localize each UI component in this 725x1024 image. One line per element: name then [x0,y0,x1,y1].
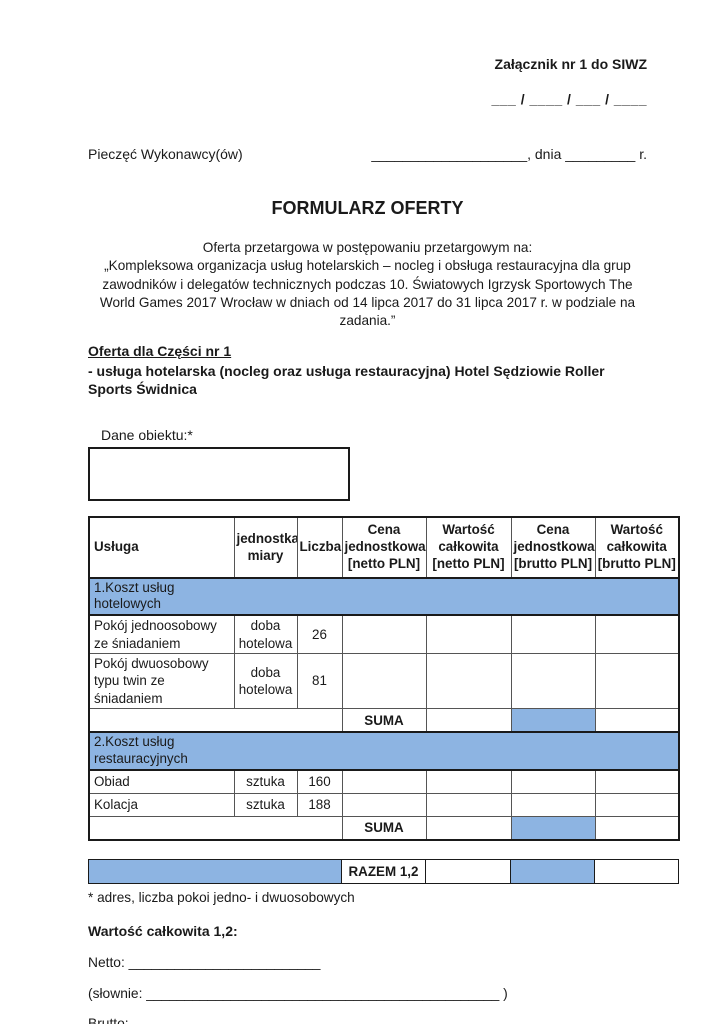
service-name: Obiad [88,769,235,794]
place-date-line: ____________________, dnia _________ r. [371,146,647,163]
quantity: 81 [296,653,343,710]
netto-words-fill-line[interactable]: (słownie: ______________________________… [88,985,508,1001]
quantity: 188 [296,792,343,817]
tender-intro: Oferta przetargowa w postępowaniu przeta… [88,239,647,331]
razem-net-cell[interactable] [425,858,511,884]
suma-blue-cell [510,708,596,733]
empty-cell [88,708,343,733]
total-gross-cell[interactable] [594,769,680,794]
col-header-cena-brutto: Cena jednostkowa [brutto PLN] [510,516,596,579]
part-subheading: - usługa hotelarska (nocleg oraz usługa … [88,362,605,398]
service-name: Pokój jednoosobowy ze śniadaniem [88,614,235,655]
total-net-cell[interactable] [425,614,512,655]
table-row: Kolacja sztuka 188 [88,792,680,817]
razem-total-table: RAZEM 1,2 [88,858,679,884]
table-row: Obiad sztuka 160 [88,769,680,794]
unit-price-gross-cell[interactable] [510,792,596,817]
part-heading: Oferta dla Części nr 1 [88,342,232,359]
col-header-usluga: Usługa [88,516,235,579]
suma-blue-cell [510,815,596,841]
total-gross-cell[interactable] [594,653,680,710]
footnote: * adres, liczba pokoi jedno- i dwuosobow… [88,889,355,905]
empty-cell [88,815,343,841]
col-header-wartosc-brutto: Wartość całkowita [brutto PLN] [594,516,680,579]
unit-price-net-cell[interactable] [341,653,427,710]
col-header-liczba: Liczba [296,516,343,579]
unit-price-net-cell[interactable] [341,792,427,817]
section-row-restaurant: 2.Koszt usług restauracyjnych [88,731,680,771]
contractor-stamp-label: Pieczęć Wykonawcy(ów) [88,146,243,163]
total-net-cell[interactable] [425,792,512,817]
suma-label: SUMA [341,815,427,841]
object-data-label: Dane obiektu:* [101,427,193,444]
section-row-hotel: 1.Koszt usług hotelowych [88,576,680,617]
unit-price-gross-cell[interactable] [510,769,596,794]
razem-label: RAZEM 1,2 [341,858,426,884]
unit: sztuka [233,792,298,817]
razem-blue-cell [510,858,595,884]
suma-gross-cell[interactable] [594,708,680,733]
intro-line: Oferta przetargowa w postępowaniu przeta… [202,239,533,255]
form-title: FORMULARZ OFERTY [271,197,464,218]
suma-gross-cell[interactable] [594,815,680,841]
razem-row: RAZEM 1,2 [88,858,679,884]
razem-blue-span [88,858,342,884]
service-name: Pokój dwuosobowy typu twin ze śniadaniem [88,653,235,710]
total-gross-cell[interactable] [594,614,680,655]
quantity: 160 [296,769,343,794]
tender-subject: „Kompleksowa organizacja usług hotelarsk… [99,258,636,329]
offer-price-table: Usługa jednostka miary Liczba Cena jedno… [88,516,680,841]
unit-price-net-cell[interactable] [341,614,427,655]
col-header-cena-netto: Cena jednostkowa [netto PLN] [341,516,427,579]
table-header-row: Usługa jednostka miary Liczba Cena jedno… [88,516,680,579]
quantity: 26 [296,614,343,655]
table-row: Pokój dwuosobowy typu twin ze śniadaniem… [88,653,680,710]
object-data-input-box[interactable] [88,447,350,502]
col-header-wartosc-netto: Wartość całkowita [netto PLN] [425,516,512,579]
unit: doba hotelowa [233,614,298,655]
razem-gross-cell[interactable] [594,858,679,884]
total-net-cell[interactable] [425,769,512,794]
suma-net-cell[interactable] [425,815,512,841]
suma-row-restaurant: SUMA [88,815,680,841]
unit-price-gross-cell[interactable] [510,653,596,710]
service-name: Kolacja [88,792,235,817]
table-row: Pokój jednoosobowy ze śniadaniem doba ho… [88,614,680,655]
unit-price-net-cell[interactable] [341,769,427,794]
section2-label: 2.Koszt usług restauracyjnych [94,734,188,767]
total-net-cell[interactable] [425,653,512,710]
attachment-label: Załącznik nr 1 do SIWZ [494,56,647,72]
suma-label: SUMA [341,708,427,733]
total-value-heading: Wartość całkowita 1,2: [88,923,238,940]
total-gross-cell[interactable] [594,792,680,817]
col-header-jednostka: jednostka miary [233,516,298,579]
brutto-fill-line[interactable]: Brutto: _________________________ [88,1016,325,1024]
netto-fill-line[interactable]: Netto: _________________________ [88,954,321,970]
suma-row-hotel: SUMA [88,708,680,733]
section1-label: 1.Koszt usług hotelowych [94,579,175,612]
unit: sztuka [233,769,298,794]
unit: doba hotelowa [233,653,298,710]
suma-net-cell[interactable] [425,708,512,733]
reference-number-line: ___ / ____ / ___ / ____ [491,91,647,108]
unit-price-gross-cell[interactable] [510,614,596,655]
